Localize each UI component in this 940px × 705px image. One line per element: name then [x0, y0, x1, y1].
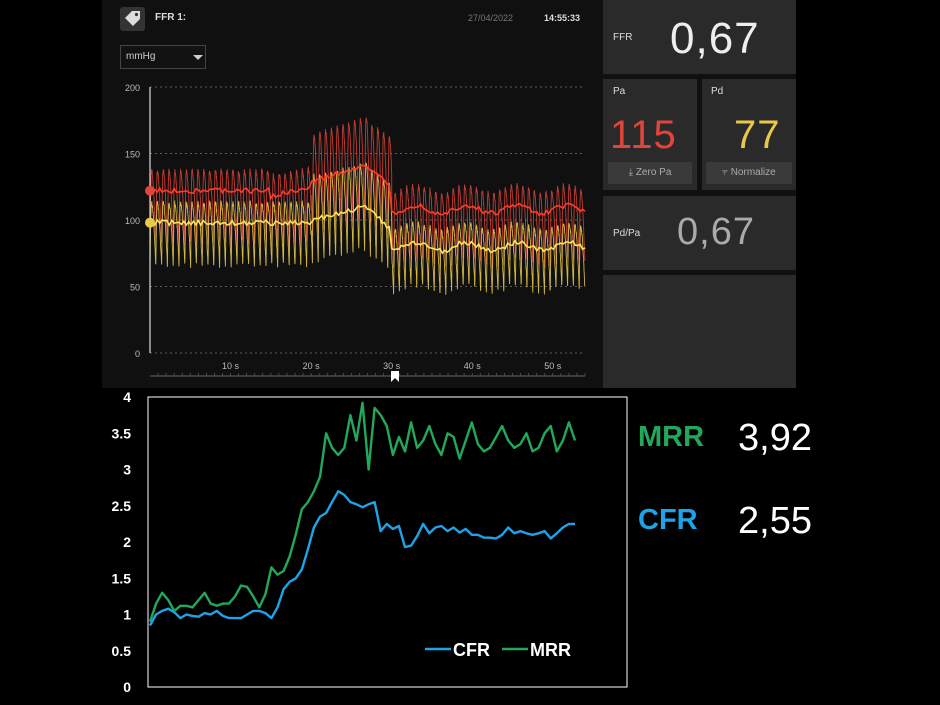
pd-mean-line	[149, 204, 586, 255]
unit-select-value: mmHg	[126, 51, 156, 62]
ffr-value: 0,67	[670, 14, 760, 63]
download-icon: ⤓	[628, 167, 634, 178]
pd-value: 77	[734, 113, 781, 157]
x-tick-label: 40 s	[464, 361, 482, 371]
pa-marker	[145, 185, 155, 196]
pa-label: Pa	[613, 86, 626, 97]
x-tick-label: 20 s	[303, 361, 321, 371]
pdpa-value: 0,67	[677, 211, 755, 253]
legend-label-cfr: CFR	[453, 640, 490, 660]
normalize-icon: ⫧	[722, 167, 728, 178]
empty-tile	[603, 275, 796, 388]
x-tick-label: 10 s	[222, 361, 240, 371]
y-tick-label: 1	[123, 607, 131, 623]
ffr-tile: FFR 0,67	[603, 0, 796, 74]
x-tick-label: 30 s	[383, 361, 401, 371]
pd-label: Pd	[711, 86, 724, 97]
pdpa-tile: Pd/Pa 0,67	[603, 196, 796, 270]
plot-frame	[147, 396, 628, 688]
pa-waveform	[149, 116, 586, 269]
y-tick-label: 2	[123, 534, 131, 550]
unit-select[interactable]: mmHg	[120, 45, 206, 69]
y-tick-label: 2.5	[112, 498, 132, 514]
y-tick-label: 3	[123, 462, 131, 478]
mrr-label: MRR	[638, 421, 705, 453]
y-tick-label: 200	[125, 83, 140, 93]
x-tick-label: 50 s	[544, 361, 562, 371]
ffr-label: FFR	[613, 32, 633, 43]
y-tick-label: 0.5	[112, 643, 132, 659]
pa-tile: Pa 115 ⤓ Zero Pa	[603, 79, 697, 190]
series-line-mrr	[148, 401, 577, 623]
cfr-label: CFR	[638, 504, 698, 536]
zero-pa-label: Zero Pa	[635, 167, 672, 178]
cfr-value: 2,55	[738, 500, 812, 542]
bookmark-icon	[391, 371, 399, 382]
recording-time: 14:55:33	[544, 13, 581, 23]
cfr-mrr-chart: 4 3.5 3 2.5 2 1.5 1 0.5 0 CFR MRR	[112, 389, 628, 695]
pd-waveform	[149, 162, 586, 295]
pa-value: 115	[610, 113, 677, 157]
y-tick-label: 0	[123, 679, 131, 695]
y-tick-label: 1.5	[112, 570, 132, 586]
y-tick-label: 100	[125, 216, 140, 226]
legend-label-mrr: MRR	[530, 640, 571, 660]
y-tick-label: 50	[130, 283, 140, 293]
mrr-value: 3,92	[738, 417, 812, 459]
pd-marker	[145, 217, 155, 228]
pressure-waveform-chart: 200 150 100 50 0 10 s 20 s 30 s 40 s 50 s	[125, 83, 586, 382]
series-line-cfr	[148, 490, 575, 626]
normalize-button[interactable]: ⫧ Normalize	[706, 162, 792, 184]
pa-mean-line	[149, 164, 586, 217]
tag-icon[interactable]	[120, 7, 145, 31]
recording-date: 27/04/2022	[468, 13, 514, 23]
y-tick-label: 0	[135, 349, 140, 359]
normalize-label: Normalize	[730, 167, 776, 178]
y-tick-label: 150	[125, 150, 140, 160]
recording-title: FFR 1:	[155, 12, 187, 23]
y-tick-label: 3.5	[112, 425, 132, 441]
zero-pa-button[interactable]: ⤓ Zero Pa	[608, 162, 692, 184]
chevron-down-icon	[193, 55, 203, 60]
pd-tile: Pd 77 ⫧ Normalize	[702, 79, 796, 190]
pdpa-label: Pd/Pa	[613, 228, 641, 239]
y-tick-label: 4	[123, 389, 131, 405]
